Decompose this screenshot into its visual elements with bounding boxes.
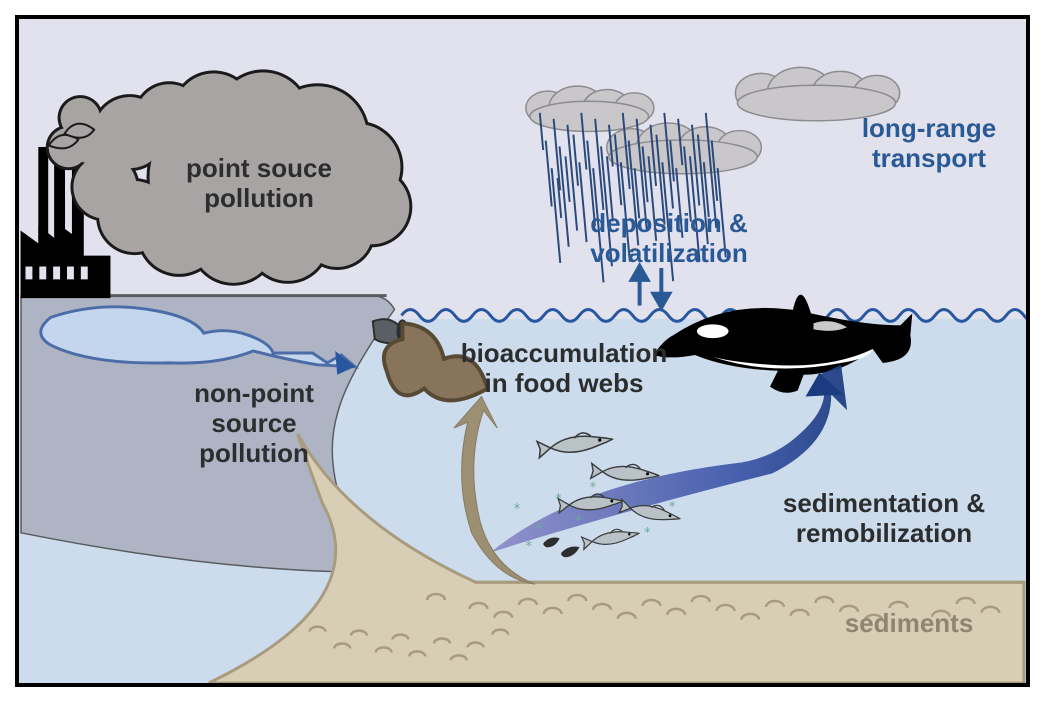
diagram-frame: ** ** ** ** ** point souce pollution non… bbox=[15, 15, 1030, 687]
label-point-source: point souce pollution bbox=[139, 154, 379, 214]
label-sediments: sediments bbox=[819, 609, 999, 639]
label-line: transport bbox=[872, 143, 986, 173]
label-line: volatilization bbox=[590, 238, 747, 268]
label-line: sedimentation & bbox=[783, 488, 985, 518]
label-line: non-point bbox=[194, 378, 314, 408]
label-line: sediments bbox=[845, 608, 974, 638]
label-line: source bbox=[211, 408, 296, 438]
label-bioaccumulation: bioaccumulation in food webs bbox=[439, 339, 689, 399]
label-deposition: deposition & volatilization bbox=[559, 209, 779, 269]
label-line: long-range bbox=[862, 113, 996, 143]
label-longrange: long-range transport bbox=[839, 114, 1019, 174]
label-line: in food webs bbox=[485, 368, 644, 398]
label-line: point souce bbox=[186, 153, 332, 183]
label-line: bioaccumulation bbox=[461, 338, 668, 368]
label-line: pollution bbox=[199, 438, 309, 468]
label-nonpoint-source: non-point source pollution bbox=[169, 379, 339, 469]
label-line: remobilization bbox=[796, 518, 972, 548]
label-line: deposition & bbox=[590, 208, 747, 238]
label-sedimentation: sedimentation & remobilization bbox=[759, 489, 1009, 549]
label-line: pollution bbox=[204, 183, 314, 213]
